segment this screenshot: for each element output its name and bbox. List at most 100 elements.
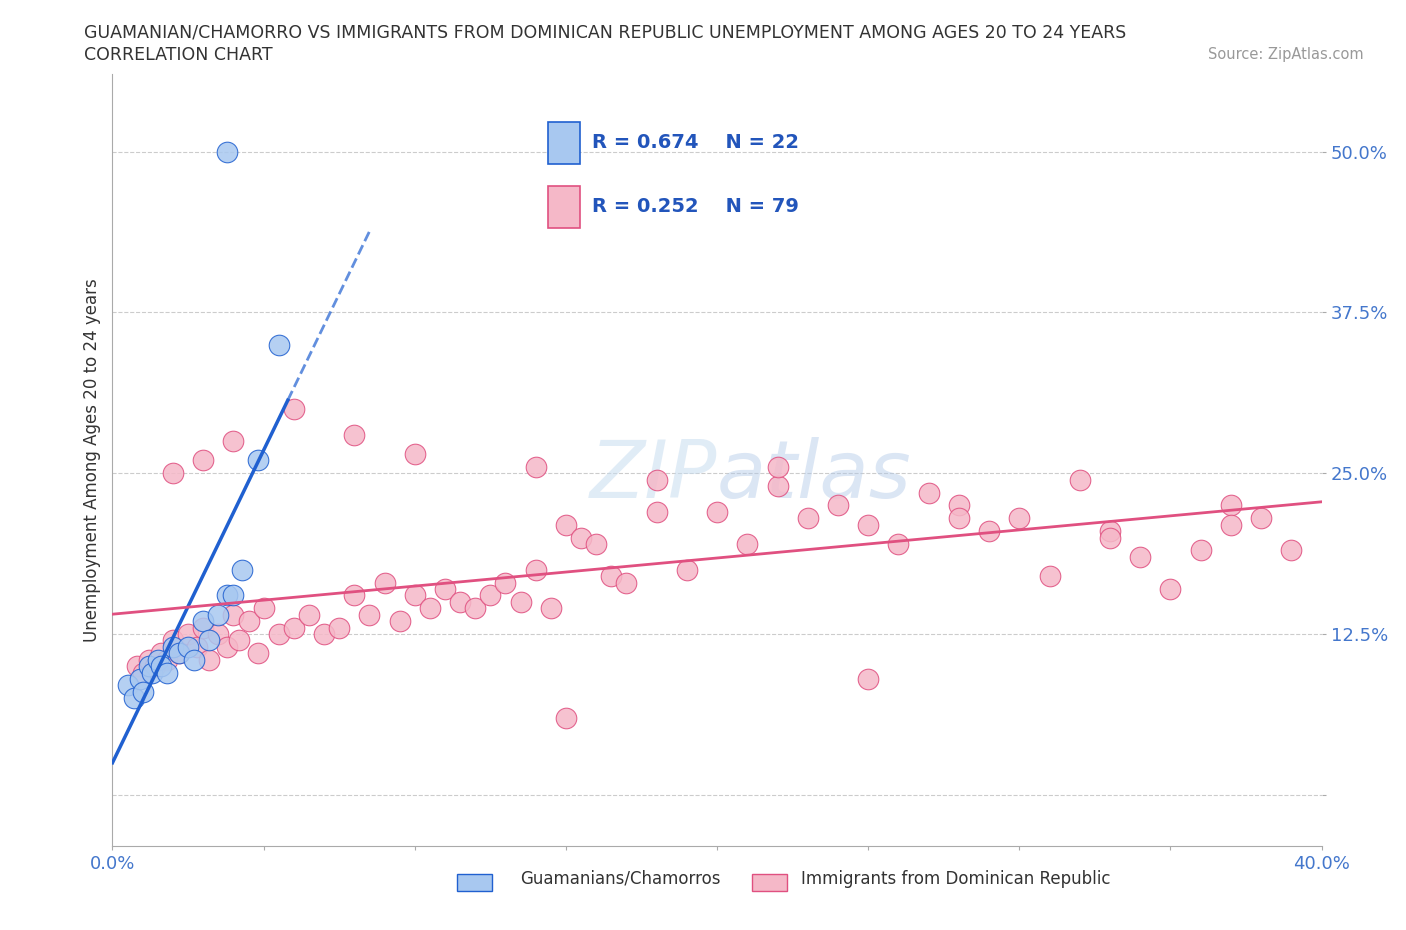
Point (143, 658, 166, 673)
Point (856, 517, 880, 532)
Point (359, 607, 381, 622)
Text: atlas: atlas (717, 437, 912, 515)
Point (675, 563, 697, 578)
Point (167, 646, 190, 661)
Point (156, 652, 179, 667)
Point (706, 504, 728, 519)
Point (283, 620, 305, 635)
Text: Source: ZipAtlas.com: Source: ZipAtlas.com (1208, 46, 1364, 61)
Point (217, 640, 239, 655)
Point (1069, 472, 1091, 487)
Point (222, 588, 245, 603)
Point (267, 338, 290, 352)
Point (479, 588, 502, 603)
Point (1159, 581, 1181, 596)
Point (1279, 543, 1302, 558)
Point (918, 485, 941, 500)
Point (569, 530, 592, 545)
Point (125, 658, 148, 673)
Point (449, 594, 471, 609)
Point (374, 575, 396, 590)
Point (191, 453, 214, 468)
Point (149, 658, 172, 673)
Point (585, 537, 607, 551)
Point (198, 633, 221, 648)
Point (766, 479, 789, 494)
Point (433, 581, 456, 596)
Point (198, 652, 221, 667)
Point (177, 640, 200, 655)
Point (616, 575, 638, 590)
Point (495, 575, 517, 590)
Point (404, 588, 426, 603)
Text: ZIP: ZIP (589, 437, 717, 515)
Point (856, 671, 880, 686)
Point (267, 627, 290, 642)
Point (977, 524, 1000, 538)
Point (404, 446, 426, 461)
Point (138, 658, 160, 673)
Point (156, 665, 179, 680)
Point (183, 652, 205, 667)
Point (246, 453, 269, 468)
Point (1220, 517, 1243, 532)
Point (554, 517, 576, 532)
Point (149, 646, 172, 661)
Point (162, 633, 184, 648)
Point (737, 537, 759, 551)
Y-axis label: Unemployment Among Ages 20 to 24 years: Unemployment Among Ages 20 to 24 years (83, 278, 101, 643)
Point (645, 472, 668, 487)
Text: CORRELATION CHART: CORRELATION CHART (84, 46, 273, 64)
Point (1038, 569, 1062, 584)
Text: GUAMANIAN/CHAMORRO VS IMMIGRANTS FROM DOMINICAN REPUBLIC UNEMPLOYMENT AMONG AGES: GUAMANIAN/CHAMORRO VS IMMIGRANTS FROM DO… (84, 23, 1126, 41)
Point (162, 466, 184, 481)
Point (222, 433, 245, 448)
Point (222, 607, 245, 622)
Point (231, 563, 253, 578)
Point (524, 459, 547, 474)
Point (1250, 511, 1272, 525)
Point (1098, 530, 1121, 545)
Point (117, 678, 139, 693)
Point (238, 614, 260, 629)
Point (343, 588, 366, 603)
Point (228, 633, 250, 648)
Text: Guamanians/Chamorros: Guamanians/Chamorros (520, 870, 721, 888)
Point (122, 691, 145, 706)
Point (283, 402, 305, 417)
Point (509, 594, 531, 609)
Point (524, 563, 547, 578)
Point (298, 607, 321, 622)
Text: Immigrants from Dominican Republic: Immigrants from Dominican Republic (801, 870, 1111, 888)
Point (162, 640, 184, 655)
Point (948, 511, 970, 525)
Point (132, 684, 155, 699)
Point (146, 652, 169, 667)
Point (167, 646, 190, 661)
Point (132, 665, 155, 680)
Point (600, 569, 623, 584)
Point (827, 498, 849, 512)
Point (186, 640, 208, 655)
Point (388, 614, 411, 629)
Point (796, 511, 818, 525)
Point (464, 601, 486, 616)
Point (128, 671, 150, 686)
Point (141, 665, 163, 680)
Point (554, 711, 576, 725)
Point (1220, 498, 1243, 512)
Point (343, 427, 366, 442)
Point (887, 537, 910, 551)
Point (766, 459, 789, 474)
Point (191, 620, 214, 635)
Point (419, 601, 441, 616)
Point (1008, 511, 1031, 525)
Point (138, 652, 160, 667)
Point (328, 620, 350, 635)
Point (217, 588, 239, 603)
Point (191, 614, 214, 629)
Point (207, 627, 229, 642)
Point (253, 601, 276, 616)
Point (1129, 550, 1152, 565)
Point (1189, 543, 1212, 558)
